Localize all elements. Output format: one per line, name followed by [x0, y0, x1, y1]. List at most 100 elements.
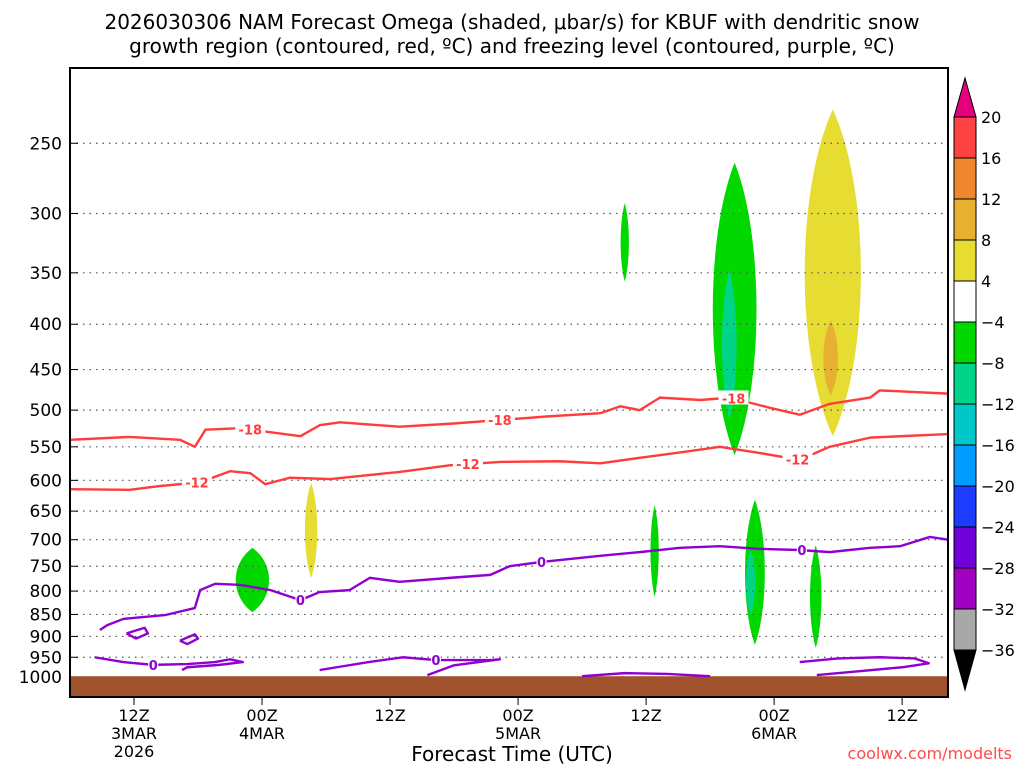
contour-dgz-minus18 — [69, 389, 949, 449]
colorbar-label: −12 — [981, 395, 1015, 414]
contour-freezing-level-loop-2 — [179, 633, 200, 646]
y-tick-label: 900 — [30, 627, 62, 647]
y-tick-label: 600 — [30, 471, 62, 491]
chart-title-line-2: growth region (contoured, red, ºC) and f… — [129, 34, 895, 58]
colorbar-segment — [953, 526, 977, 569]
x-tick-label: 00Z — [502, 706, 533, 725]
ground-fill — [70, 676, 948, 697]
contour-dgz-minus12 — [69, 432, 949, 492]
colorbar-segment — [953, 280, 977, 323]
colorbar-label: −32 — [981, 600, 1015, 619]
x-tick-label: 00Z — [246, 706, 277, 725]
omega-region — [235, 547, 270, 613]
colorbar-segment — [953, 403, 977, 446]
contour-freezing-level-low-4 — [799, 656, 930, 677]
colorbar-segment — [953, 362, 977, 405]
x-tick-label: 12Z — [374, 706, 405, 725]
y-tick-label: 750 — [30, 557, 62, 577]
contour-freezing-level-low-1 — [94, 656, 245, 672]
colorbar-label: −36 — [981, 641, 1015, 660]
y-tick-label: 550 — [30, 438, 62, 458]
colorbar-segment — [953, 157, 977, 200]
x-tick-label: 5MAR — [495, 724, 541, 743]
y-tick-label: 800 — [30, 582, 62, 602]
y-tick-label: 400 — [30, 315, 62, 335]
x-tick-label: 12Z — [886, 706, 917, 725]
colorbar-label: −24 — [981, 518, 1015, 537]
contour-label-bg — [235, 421, 266, 436]
y-tick-label: 450 — [30, 361, 62, 381]
colorbar-label: −8 — [981, 354, 1005, 373]
x-tick-label: 12Z — [118, 706, 149, 725]
colorbar-label: −4 — [981, 313, 1005, 332]
y-tick-label: 300 — [30, 204, 62, 224]
contour-label-bg — [148, 656, 159, 671]
plot-background — [70, 68, 948, 697]
omega-region — [809, 545, 822, 648]
contour-label: 0 — [296, 594, 305, 609]
credit-link[interactable]: coolwx.com/modelts — [847, 744, 1012, 763]
x-axis-label: Forecast Time (UTC) — [411, 742, 613, 766]
contour-label-bg — [536, 554, 547, 569]
contour-label: 0 — [431, 654, 440, 669]
contour-label-bg — [295, 592, 306, 607]
x-tick-label: 00Z — [758, 706, 789, 725]
colorbar-segment — [953, 321, 977, 364]
colorbar-label: −16 — [981, 436, 1015, 455]
colorbar-segment — [953, 608, 977, 651]
contour-label-bg — [430, 652, 441, 667]
colorbar-segment — [953, 116, 977, 159]
contour-label: -12 — [786, 454, 810, 469]
chart-title-line-1: 2026030306 NAM Forecast Omega (shaded, μ… — [104, 10, 920, 34]
omega-region — [722, 269, 737, 421]
contour-label-bg — [181, 474, 212, 489]
colorbar-label: 4 — [981, 272, 991, 291]
contour-label: 0 — [537, 556, 546, 571]
omega-region — [620, 203, 629, 282]
omega-region — [823, 320, 838, 396]
contour-label: -18 — [488, 414, 512, 429]
colorbar-label: −28 — [981, 559, 1015, 578]
y-tick-label: 350 — [30, 264, 62, 284]
colorbar-over-arrow — [953, 76, 977, 118]
omega-region — [804, 109, 861, 437]
plot-frame — [69, 67, 949, 698]
x-tick-label: 6MAR — [751, 724, 797, 743]
contour-label: 0 — [797, 544, 806, 559]
y-tick-label: 500 — [30, 401, 62, 421]
contour-label: -18 — [722, 392, 746, 407]
colorbar-segment — [953, 444, 977, 487]
contour-freezing-level-loop-1 — [125, 626, 150, 640]
contour-freezing-level-low-3 — [581, 671, 711, 678]
contour-freezing-level — [99, 535, 949, 631]
y-tick-label: 700 — [30, 531, 62, 551]
contour-label-bg — [452, 456, 483, 471]
colorbar-label: −20 — [981, 477, 1015, 496]
colorbar-segment — [953, 567, 977, 610]
contour-label: -12 — [185, 477, 209, 492]
contour-label-bg — [782, 451, 813, 466]
y-tick-label: 650 — [30, 502, 62, 522]
x-tick-label: 3MAR — [111, 724, 157, 743]
y-tick-label: 950 — [30, 648, 62, 668]
y-tick-label: 850 — [30, 605, 62, 625]
y-tick-label: 1000 — [19, 668, 62, 688]
contour-label: -18 — [239, 424, 263, 439]
colorbar-under-arrow — [953, 649, 977, 692]
colorbar-segment — [953, 198, 977, 241]
x-tick-label: 4MAR — [239, 724, 285, 743]
contour-label-bg — [796, 542, 807, 557]
colorbar-label: 8 — [981, 231, 991, 250]
colorbar-segment — [953, 239, 977, 282]
omega-region — [304, 482, 318, 578]
y-tick-label: 250 — [30, 134, 62, 154]
x-tick-label: 12Z — [630, 706, 661, 725]
contour-label: -12 — [456, 458, 480, 473]
colorbar-label: 12 — [981, 190, 1001, 209]
contour-label-bg — [718, 390, 749, 405]
contour-label-bg — [484, 412, 515, 427]
colorbar-label: 16 — [981, 149, 1001, 168]
contour-label: 0 — [149, 659, 158, 674]
x-tick-label: 2026 — [114, 742, 155, 761]
